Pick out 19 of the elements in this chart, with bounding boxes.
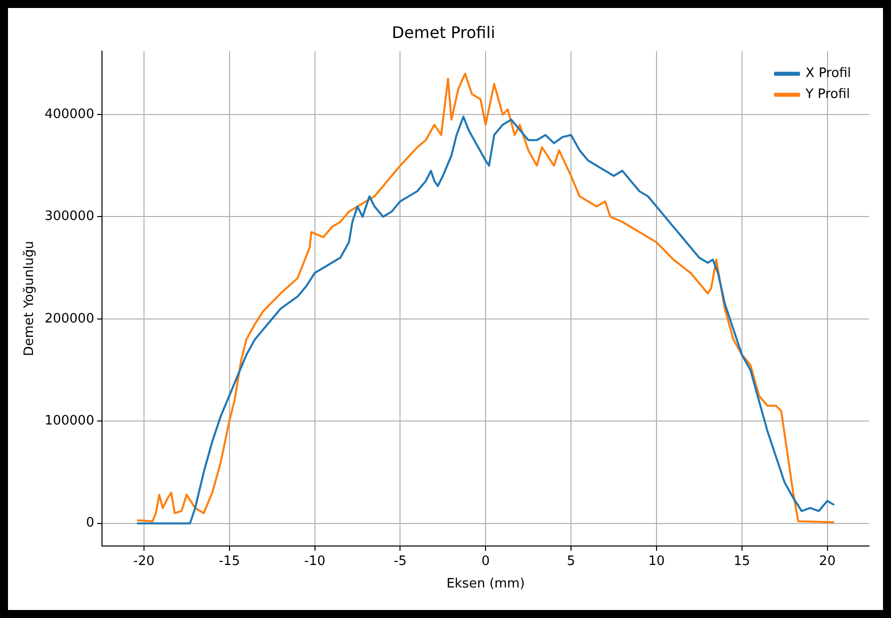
chart-title: Demet Profili <box>392 22 496 42</box>
x-axis-title: Eksen (mm) <box>446 576 525 592</box>
legend-label: Y Profil <box>804 87 850 102</box>
x-tick-label: -15 <box>218 554 240 569</box>
x-tick-label: 0 <box>481 554 490 569</box>
y-tick-label: 200000 <box>44 311 94 326</box>
legend-label: X Profil <box>806 66 852 82</box>
x-tick-label: 10 <box>648 554 665 569</box>
y-tick-label: 400000 <box>44 106 94 122</box>
y-axis-title: Demet Yoğunluğu <box>22 240 38 356</box>
x-tick-label: 5 <box>566 554 576 569</box>
y-tick-label: 300000 <box>44 209 94 224</box>
x-tick-label: 20 <box>819 554 836 569</box>
x-tick-label: -10 <box>304 554 326 569</box>
x-tick-label: -5 <box>394 554 407 569</box>
x-tick-label: -20 <box>133 554 155 569</box>
y-tick-label: 100000 <box>44 414 94 429</box>
x-tick-label: 15 <box>734 554 750 569</box>
y-tick-label: 0 <box>86 516 94 531</box>
